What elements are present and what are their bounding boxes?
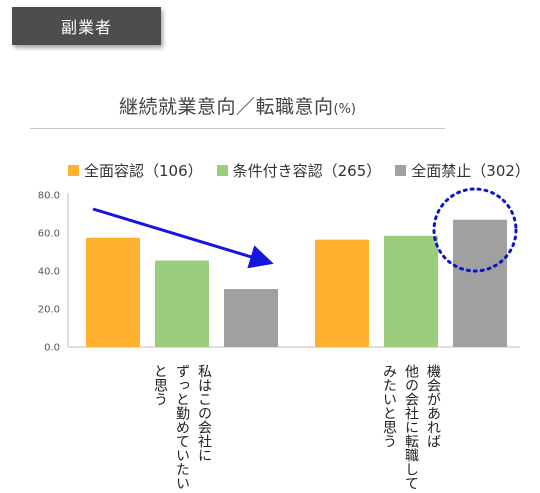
chart-legend: 全面容認（106） 条件付き容認（265） 全面禁止（302） xyxy=(68,160,540,181)
legend-swatch xyxy=(216,165,228,176)
category-label-line: と思う xyxy=(152,364,168,406)
y-tick-label: 60.0 xyxy=(38,229,60,240)
title-underline xyxy=(30,128,445,129)
category-label-line: 私はこの会社に xyxy=(196,364,212,462)
y-tick-label: 0.0 xyxy=(44,343,60,354)
y-tick-label: 40.0 xyxy=(38,267,60,278)
legend-label: 全面禁止（302） xyxy=(411,162,530,180)
legend-item-full-permission: 全面容認（106） xyxy=(68,160,203,181)
legend-swatch xyxy=(395,165,407,176)
legend-item-full-prohibition: 全面禁止（302） xyxy=(395,160,530,181)
bar xyxy=(315,239,369,347)
segment-tag: 副業者 xyxy=(12,7,161,45)
legend-swatch xyxy=(68,165,79,176)
bar xyxy=(155,260,209,347)
chart-title-text: 継続就業意向／転職意向 xyxy=(118,96,334,118)
category-label-line: ずっと勤めていたい xyxy=(174,364,190,490)
highlight-circle xyxy=(432,187,518,273)
bar xyxy=(86,237,140,347)
segment-tag-label: 副業者 xyxy=(60,18,112,37)
bar xyxy=(453,219,507,347)
legend-label: 全面容認（106） xyxy=(84,162,203,180)
chart-title: 継続就業意向／転職意向(%) xyxy=(30,92,445,119)
category-label-line: 他の会社に転職して xyxy=(403,364,419,490)
legend-item-conditional-permission: 条件付き容認（265） xyxy=(216,160,382,181)
trend-arrow xyxy=(92,207,274,269)
bar xyxy=(384,235,438,347)
category-label-line: 機会があれば xyxy=(425,364,441,448)
chart-title-unit: (%) xyxy=(333,102,357,117)
bar xyxy=(224,289,278,347)
category-label-line: みたいと思う xyxy=(381,364,397,448)
y-tick-label: 80.0 xyxy=(38,191,60,202)
legend-label: 条件付き容認（265） xyxy=(232,162,382,180)
y-tick-label: 20.0 xyxy=(38,305,60,316)
